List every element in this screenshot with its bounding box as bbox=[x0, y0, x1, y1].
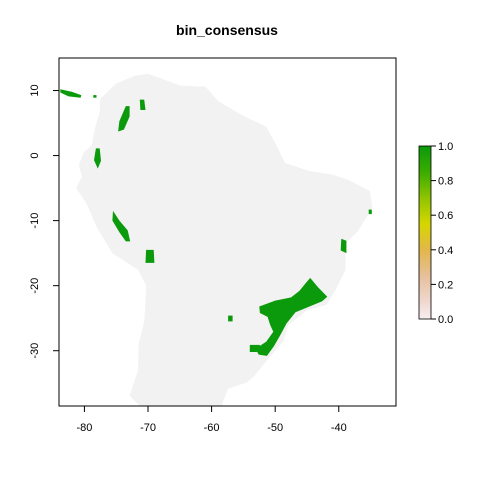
y-axis: 10 0 -10 -20 -30 bbox=[29, 84, 59, 359]
map-area bbox=[60, 73, 373, 406]
presence-patch bbox=[94, 148, 101, 169]
presence-patch bbox=[255, 277, 328, 356]
y-tick-label: -30 bbox=[29, 343, 41, 359]
legend-tick-label: 0.6 bbox=[438, 210, 453, 222]
x-tick-label: -80 bbox=[76, 422, 92, 434]
color-legend: 1.0 0.8 0.6 0.4 0.2 0.0 bbox=[418, 141, 453, 326]
presence-patch bbox=[139, 99, 146, 110]
x-axis: -80 -70 -60 -50 -40 bbox=[76, 406, 347, 434]
legend-tick-label: 0.4 bbox=[438, 245, 453, 257]
legend-tick-label: 0.8 bbox=[438, 176, 453, 188]
legend-tick-label: 0.0 bbox=[438, 314, 453, 326]
y-tick-label: -10 bbox=[29, 213, 41, 229]
presence-patch bbox=[118, 106, 130, 132]
presence-patch bbox=[340, 238, 347, 254]
x-tick-label: -40 bbox=[331, 422, 347, 434]
presence-patch bbox=[112, 210, 131, 242]
legend-colorbar bbox=[418, 145, 432, 320]
x-tick-label: -60 bbox=[204, 422, 220, 434]
y-tick-label: 0 bbox=[29, 153, 41, 159]
land-area bbox=[76, 73, 373, 406]
presence-patch bbox=[93, 95, 97, 98]
plot-frame bbox=[58, 57, 397, 407]
y-tick-label: -20 bbox=[29, 278, 41, 294]
presence-patch bbox=[60, 89, 82, 98]
x-tick-label: -50 bbox=[267, 422, 283, 434]
presence-patch bbox=[228, 315, 233, 322]
y-tick-label: 10 bbox=[29, 84, 41, 96]
presence-patch bbox=[368, 209, 372, 215]
legend-tick-label: 1.0 bbox=[438, 141, 453, 153]
presence-patch bbox=[145, 249, 155, 263]
x-tick-label: -70 bbox=[140, 422, 156, 434]
presence-patch bbox=[249, 344, 260, 352]
legend-tick-label: 0.2 bbox=[438, 279, 453, 291]
map-title: bin_consensus bbox=[176, 22, 278, 38]
